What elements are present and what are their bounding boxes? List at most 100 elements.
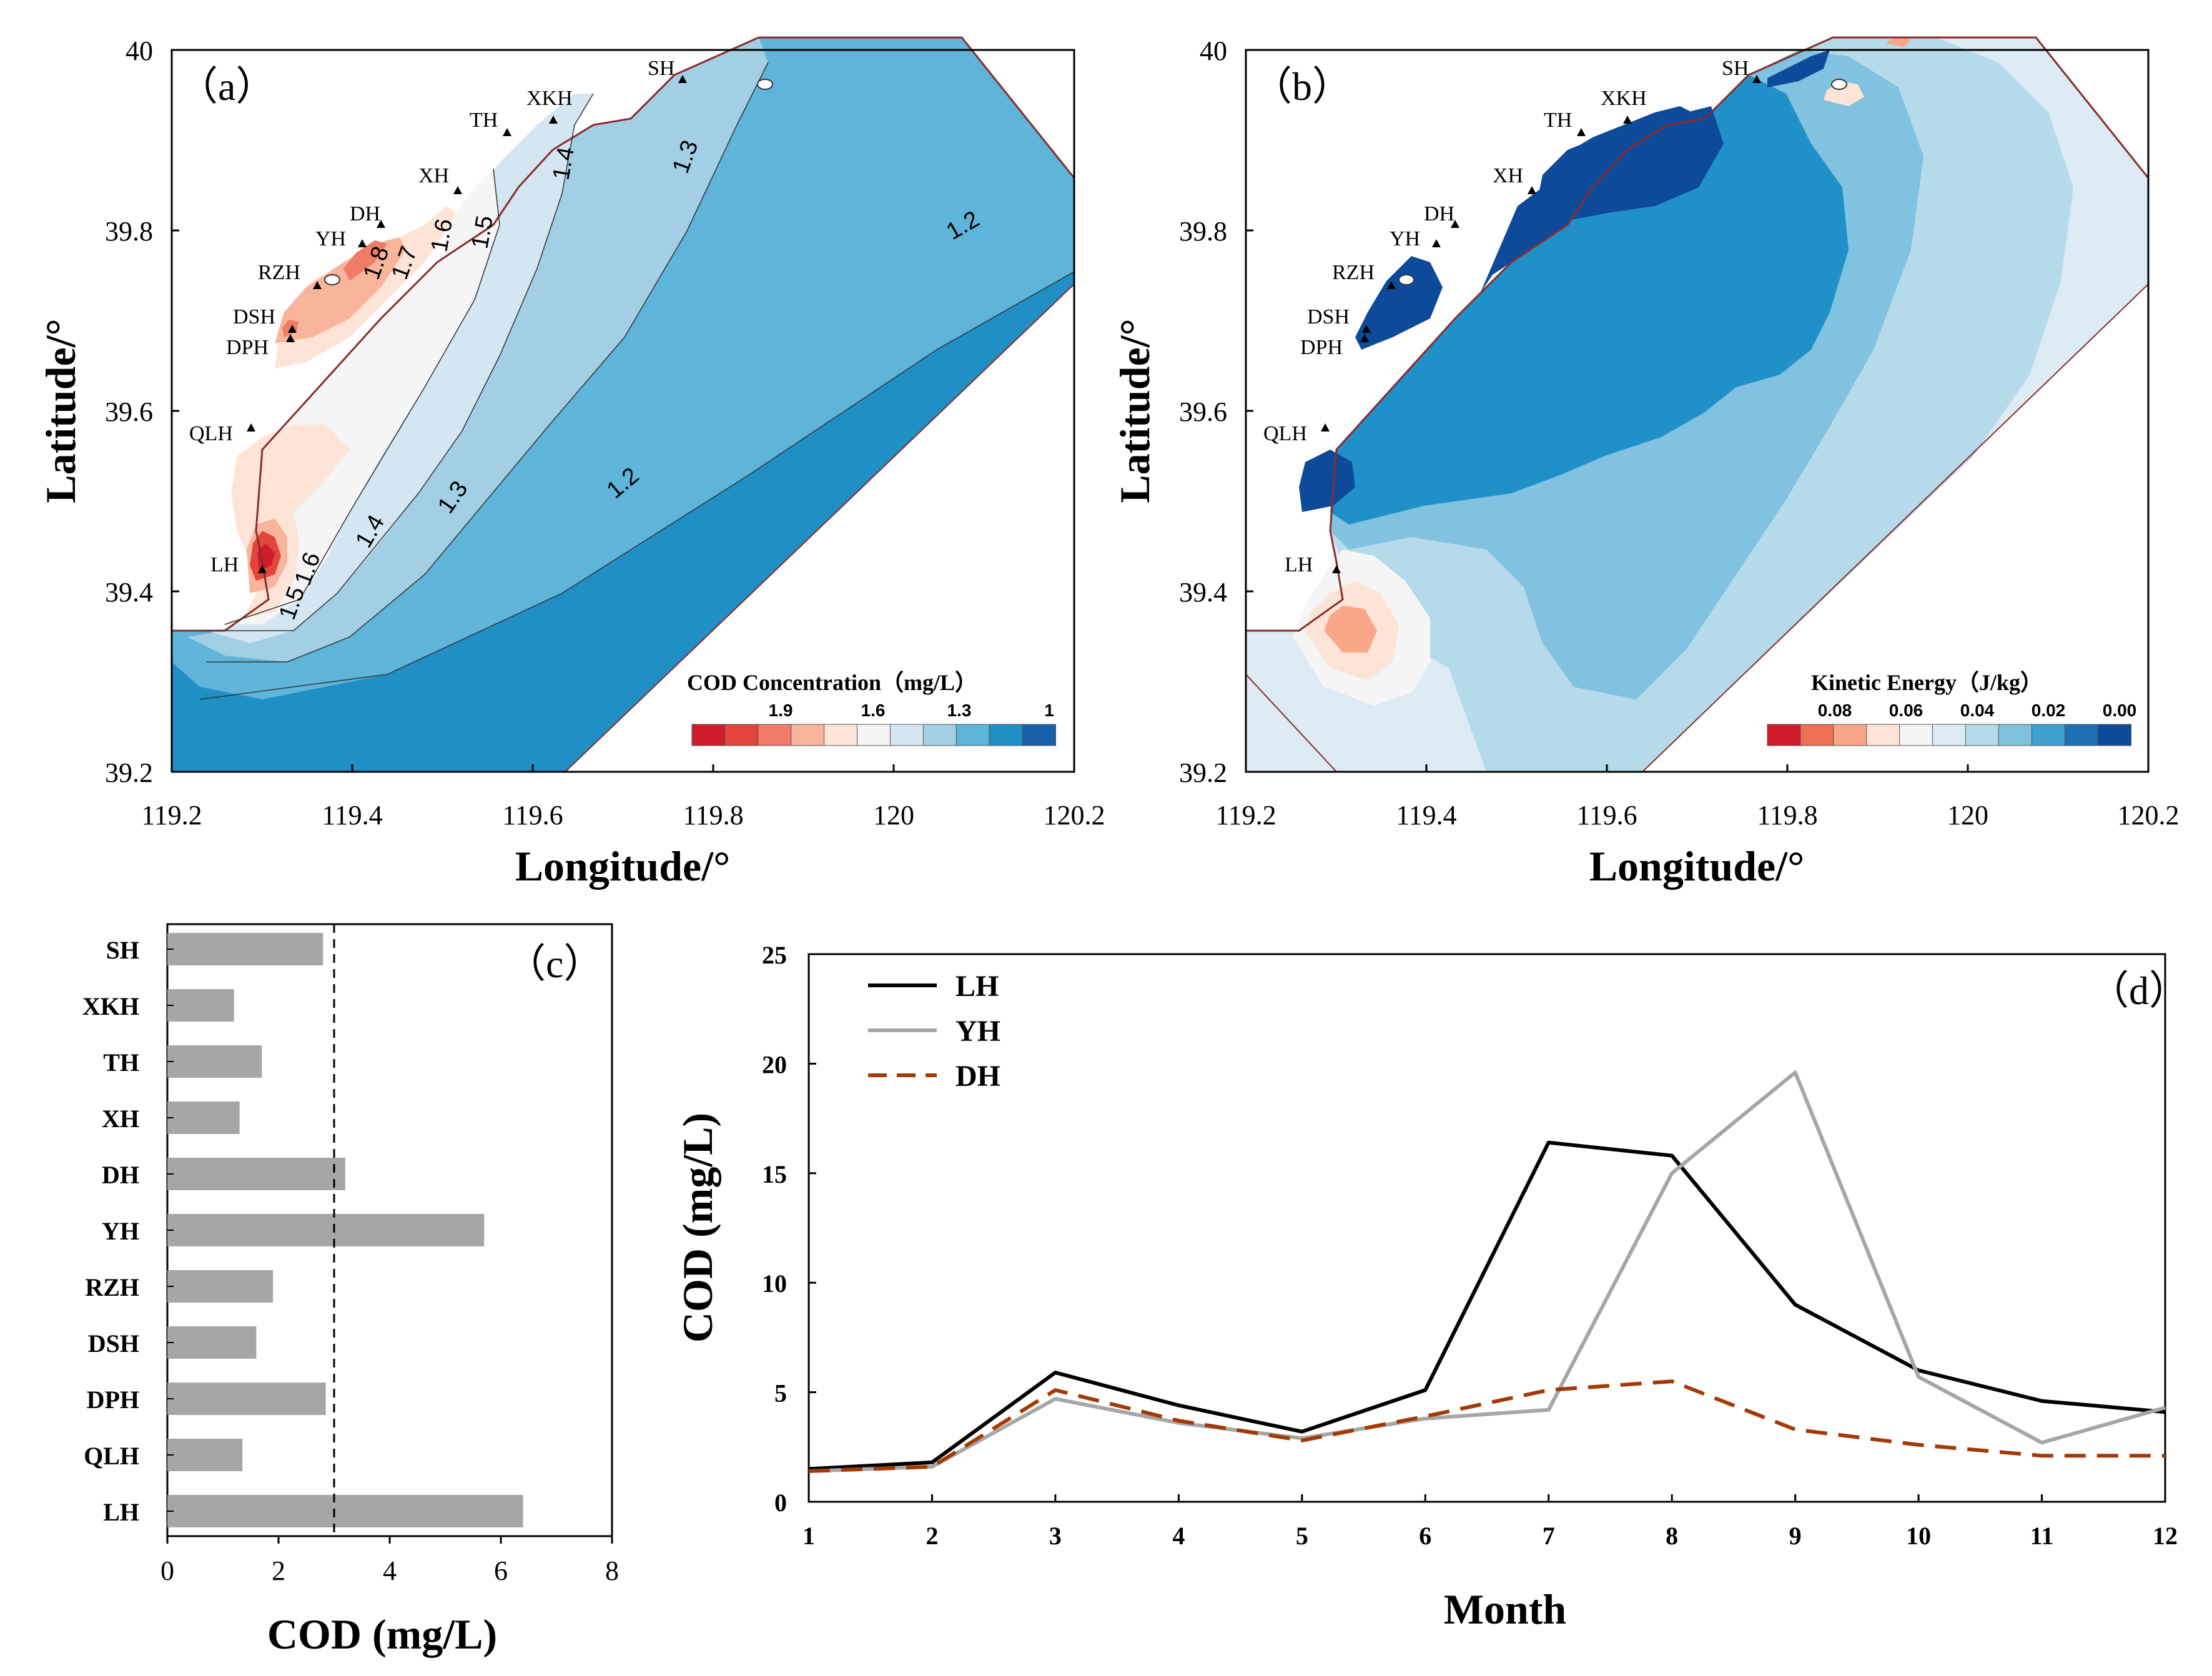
category-label: LH: [103, 1498, 139, 1526]
bar-series: [167, 933, 523, 1527]
x-axis-label: COD (mg/L): [267, 1610, 497, 1658]
colorbar-swatch: [955, 724, 990, 746]
colorbar-title: COD Concentration（mg/L）: [687, 670, 977, 695]
bar-xkh: [167, 989, 234, 1022]
ke-coastal-dark-xh: [1536, 137, 1617, 206]
station-label: LH: [1285, 553, 1313, 576]
colorbar-swatch: [1965, 724, 2000, 746]
category-labels: SH XKH TH XH DH YH RZH DSH DPH QLH LH: [82, 936, 174, 1526]
ke-coastal-dark-qlh: [1299, 450, 1355, 512]
y-tick-label: 10: [762, 1269, 787, 1298]
colorbar-swatch: [758, 724, 792, 746]
category-label: SH: [106, 936, 139, 964]
panel-label: （d）: [2089, 969, 2189, 1013]
ke-warm-lh-core: [1324, 606, 1377, 653]
island-marker: [324, 274, 340, 285]
x-axis-label: Month: [1444, 1585, 1566, 1633]
axes-frame: [807, 953, 2166, 1503]
x-tick-label: 11: [2030, 1522, 2054, 1550]
colorbar-tick: 0.00: [2103, 701, 2137, 720]
contour-label: 1.6: [427, 217, 458, 254]
x-tick-label: 119.2: [1215, 800, 1276, 831]
colorbar-swatch: [1833, 724, 1867, 746]
colorbar-tick: 1.6: [861, 701, 886, 720]
y-tick-label: 39.8: [105, 216, 153, 247]
island-marker: [1831, 79, 1847, 90]
station-label: YH: [315, 227, 346, 250]
panel-label: （b）: [1252, 64, 1352, 109]
station-marker: [1360, 334, 1369, 342]
y-tick-label: 40: [1200, 36, 1227, 66]
station-label: XH: [418, 164, 449, 187]
series-line-yh: [808, 1070, 2166, 1473]
category-label: YH: [102, 1217, 139, 1245]
station-label: DH: [350, 202, 380, 225]
category-label: XH: [102, 1105, 139, 1133]
y-tick-label: 25: [762, 941, 787, 969]
legend-label: LH: [955, 970, 999, 1003]
colorbar-tick: 1: [1044, 701, 1054, 720]
colorbar-swatch: [824, 724, 858, 746]
station-marker: [286, 334, 295, 342]
colorbar-tick: 0.06: [1889, 701, 1923, 720]
y-tick-labels: 0 5 10 15 20 25: [762, 941, 816, 1517]
station-marker: [1332, 565, 1341, 573]
x-tick-label: 8: [1666, 1522, 1678, 1550]
x-tick-label: 10: [1906, 1522, 1931, 1550]
ke-coastal-dark-dsh: [1355, 256, 1443, 350]
station-label: TH: [470, 109, 498, 132]
x-tick-label: 3: [1049, 1522, 1062, 1550]
x-tick-label: 6: [494, 1555, 508, 1586]
colorbar-swatch: [1022, 724, 1057, 746]
station-marker: [503, 128, 511, 136]
x-tick-label: 5: [1296, 1522, 1308, 1550]
station-label: QLH: [1263, 422, 1307, 445]
x-tick-labels: 1 2 3 4 5 6 7 8 9 10 11 12: [802, 1494, 2178, 1550]
station-label: QLH: [189, 422, 233, 445]
panel-label: （c）: [506, 942, 603, 986]
colorbar-swatch: [1800, 724, 1834, 746]
colorbar-tick: 0.04: [1960, 701, 1995, 720]
panel-a-cod-map: 1.2 1.2 1.3 1.3 1.4 1.4 1.5 1.5 1.6 1.6 …: [37, 36, 1105, 890]
colorbar-swatch: [989, 724, 1024, 746]
station-marker: [288, 325, 297, 333]
category-label: RZH: [85, 1273, 139, 1301]
panel-b-kinetic-energy-map: SH XKH TH XH DH YH RZH DSH DPH QLH LH 11…: [1111, 36, 2180, 890]
category-label: QLH: [84, 1442, 139, 1470]
bar-dsh: [167, 1326, 257, 1359]
contour-line-1-5: [224, 168, 500, 625]
bar-sh: [167, 933, 323, 965]
station-marker: [1432, 239, 1441, 247]
colorbar-tick: 0.02: [2032, 701, 2066, 720]
x-tick-label: 8: [605, 1555, 619, 1586]
category-label: DSH: [88, 1329, 139, 1358]
colorbar-swatch: [857, 724, 891, 746]
station-marker: [1362, 325, 1371, 333]
bar-qlh: [167, 1439, 243, 1471]
y-tick-label: 5: [774, 1379, 787, 1407]
x-axis-label: Longitude/°: [515, 842, 731, 890]
station-marker: [1321, 423, 1330, 431]
y-tick-label: 0: [774, 1489, 787, 1517]
colorbar-swatch: [2031, 724, 2066, 746]
x-tick-labels: 0 2 4 6 8: [160, 1536, 619, 1586]
colorbar-swatch: [922, 724, 957, 746]
bar-rzh: [167, 1270, 274, 1303]
x-tick-label: 119.6: [1576, 800, 1637, 831]
y-axis-label: Latitude/°: [37, 318, 84, 503]
station-marker: [247, 423, 255, 431]
x-tick-label: 119.2: [141, 800, 202, 831]
station-marker: [678, 75, 687, 83]
station-label: RZH: [258, 261, 300, 284]
colorbar-tick: 0.08: [1818, 701, 1852, 720]
x-tick-label: 119.8: [683, 800, 743, 831]
category-label: DPH: [87, 1386, 139, 1414]
contour-line-1-2: [199, 271, 1075, 700]
x-tick-label: 120: [873, 800, 914, 831]
colorbar-swatch: [791, 724, 825, 746]
colorbar-swatch: [2064, 724, 2099, 746]
series-line-lh: [808, 1140, 2166, 1471]
x-tick-label: 2: [926, 1522, 938, 1550]
y-tick-label: 40: [126, 36, 153, 66]
